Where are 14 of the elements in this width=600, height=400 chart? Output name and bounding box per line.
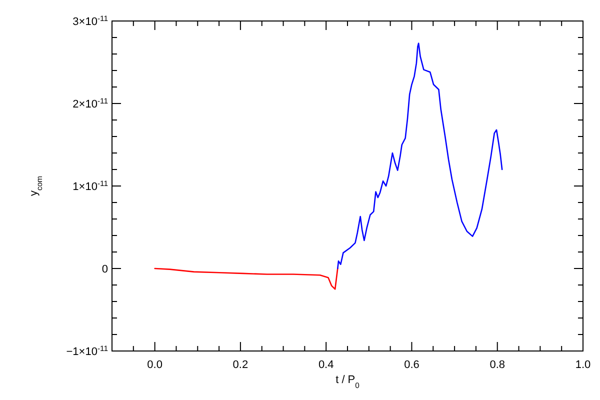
x-tick-label: 0.8	[490, 359, 506, 371]
x-tick-label: 0.2	[232, 359, 248, 371]
y-tick-label: 1×10$^{-11}$	[72, 178, 108, 193]
x-axis-title: t / P$_{0}$	[336, 374, 360, 390]
y-tick-label: 3×10$^{-11}$	[72, 14, 108, 28]
line-series	[154, 268, 338, 290]
x-tick-label: 0.0	[147, 359, 162, 371]
x-tick-label: 0.6	[404, 359, 420, 371]
y-tick-label: −1×10$^{-11}$	[66, 344, 108, 358]
y-tick-label: 0	[102, 264, 108, 276]
line-series	[337, 42, 503, 270]
y-tick-label: 2×10$^{-11}$	[72, 96, 108, 110]
x-tick-label: 0.4	[318, 359, 334, 371]
x-tick-label: 1.0	[575, 359, 591, 371]
